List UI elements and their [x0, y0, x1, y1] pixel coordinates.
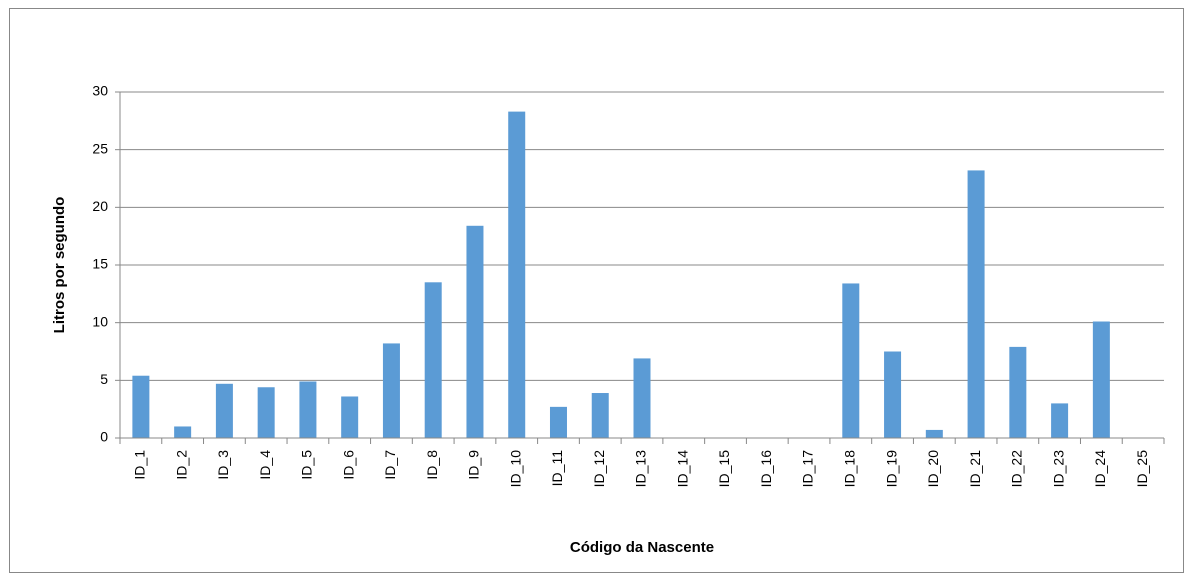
x-tick-label: ID_8: [424, 450, 440, 480]
x-tick-label: ID_24: [1092, 450, 1108, 488]
y-tick-label: 10: [92, 313, 108, 329]
x-tick-label: ID_14: [674, 450, 690, 488]
x-tick-label: ID_4: [257, 450, 273, 480]
x-tick-label: ID_7: [382, 450, 398, 480]
bar: [633, 358, 651, 438]
x-tick-label: ID_23: [1050, 450, 1066, 488]
y-tick-label: 15: [92, 256, 108, 272]
y-tick-label: 20: [92, 198, 108, 214]
x-tick-label: ID_20: [925, 450, 941, 488]
bar: [341, 396, 359, 438]
x-tick-label: ID_3: [215, 450, 231, 480]
x-tick-label: ID_12: [591, 450, 607, 488]
x-tick-label: ID_11: [549, 450, 565, 487]
x-tick-label: ID_22: [1009, 450, 1025, 488]
bar: [591, 393, 609, 438]
bar: [1092, 321, 1110, 438]
bar: [215, 383, 233, 438]
y-tick-label: 30: [92, 83, 108, 99]
bar: [1051, 403, 1069, 438]
y-tick-label: 5: [100, 371, 108, 387]
bar: [1009, 346, 1027, 438]
bar: [967, 170, 985, 438]
x-tick-label: ID_19: [883, 450, 899, 488]
x-axis-title: Código da Nascente: [570, 539, 714, 556]
x-tick-label: ID_16: [758, 450, 774, 488]
bar: [842, 283, 860, 438]
x-tick-label: ID_5: [299, 450, 315, 480]
bar: [549, 406, 567, 438]
bar: [424, 282, 442, 438]
x-tick-label: ID_10: [507, 450, 523, 488]
x-tick-label: ID_21: [967, 450, 983, 488]
bar: [925, 429, 943, 438]
bar: [884, 351, 902, 438]
bar: [257, 387, 275, 438]
x-tick-label: ID_6: [340, 450, 356, 480]
bar: [174, 426, 192, 438]
x-tick-label: ID_13: [633, 450, 649, 488]
y-axis-title: Litros por segundo: [51, 197, 68, 334]
bar: [132, 375, 150, 438]
bar: [466, 225, 484, 438]
x-tick-label: ID_18: [842, 450, 858, 488]
x-tick-label: ID_15: [716, 450, 732, 488]
x-tick-label: ID_1: [132, 450, 148, 480]
x-tick-label: ID_9: [466, 450, 482, 480]
y-tick-label: 0: [100, 429, 108, 445]
bar: [508, 111, 526, 439]
x-tick-label: ID_25: [1134, 450, 1150, 488]
chart-border: [9, 8, 1184, 573]
bar: [299, 381, 317, 438]
y-tick-label: 25: [92, 140, 108, 156]
bar: [382, 343, 400, 438]
x-tick-label: ID_17: [800, 450, 816, 488]
x-tick-label: ID_2: [173, 450, 189, 480]
